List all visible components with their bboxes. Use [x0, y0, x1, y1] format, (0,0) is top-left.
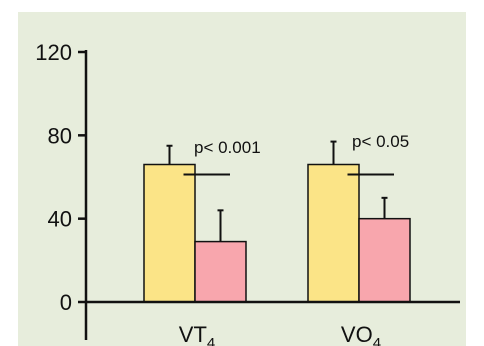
bar	[307, 163, 360, 303]
annotations: p< 0.001 p< 0.05	[194, 132, 409, 157]
bar	[143, 163, 196, 303]
bars-layer	[143, 140, 411, 303]
y-ticks: 0 40 80 120	[35, 40, 86, 315]
p-value-annotation: p< 0.05	[352, 132, 409, 151]
y-tick-label: 0	[60, 290, 72, 315]
category-label: VT4	[179, 322, 215, 346]
category-labels: VT4 VO4	[179, 322, 381, 346]
y-tick-label: 120	[35, 40, 72, 65]
p-value-annotation: p< 0.001	[194, 138, 261, 157]
axes-layer	[84, 50, 460, 340]
category-label: VO4	[341, 322, 381, 346]
y-tick-label: 40	[48, 207, 72, 232]
y-tick-label: 80	[48, 123, 72, 148]
bar	[358, 217, 411, 303]
bar	[194, 240, 247, 303]
